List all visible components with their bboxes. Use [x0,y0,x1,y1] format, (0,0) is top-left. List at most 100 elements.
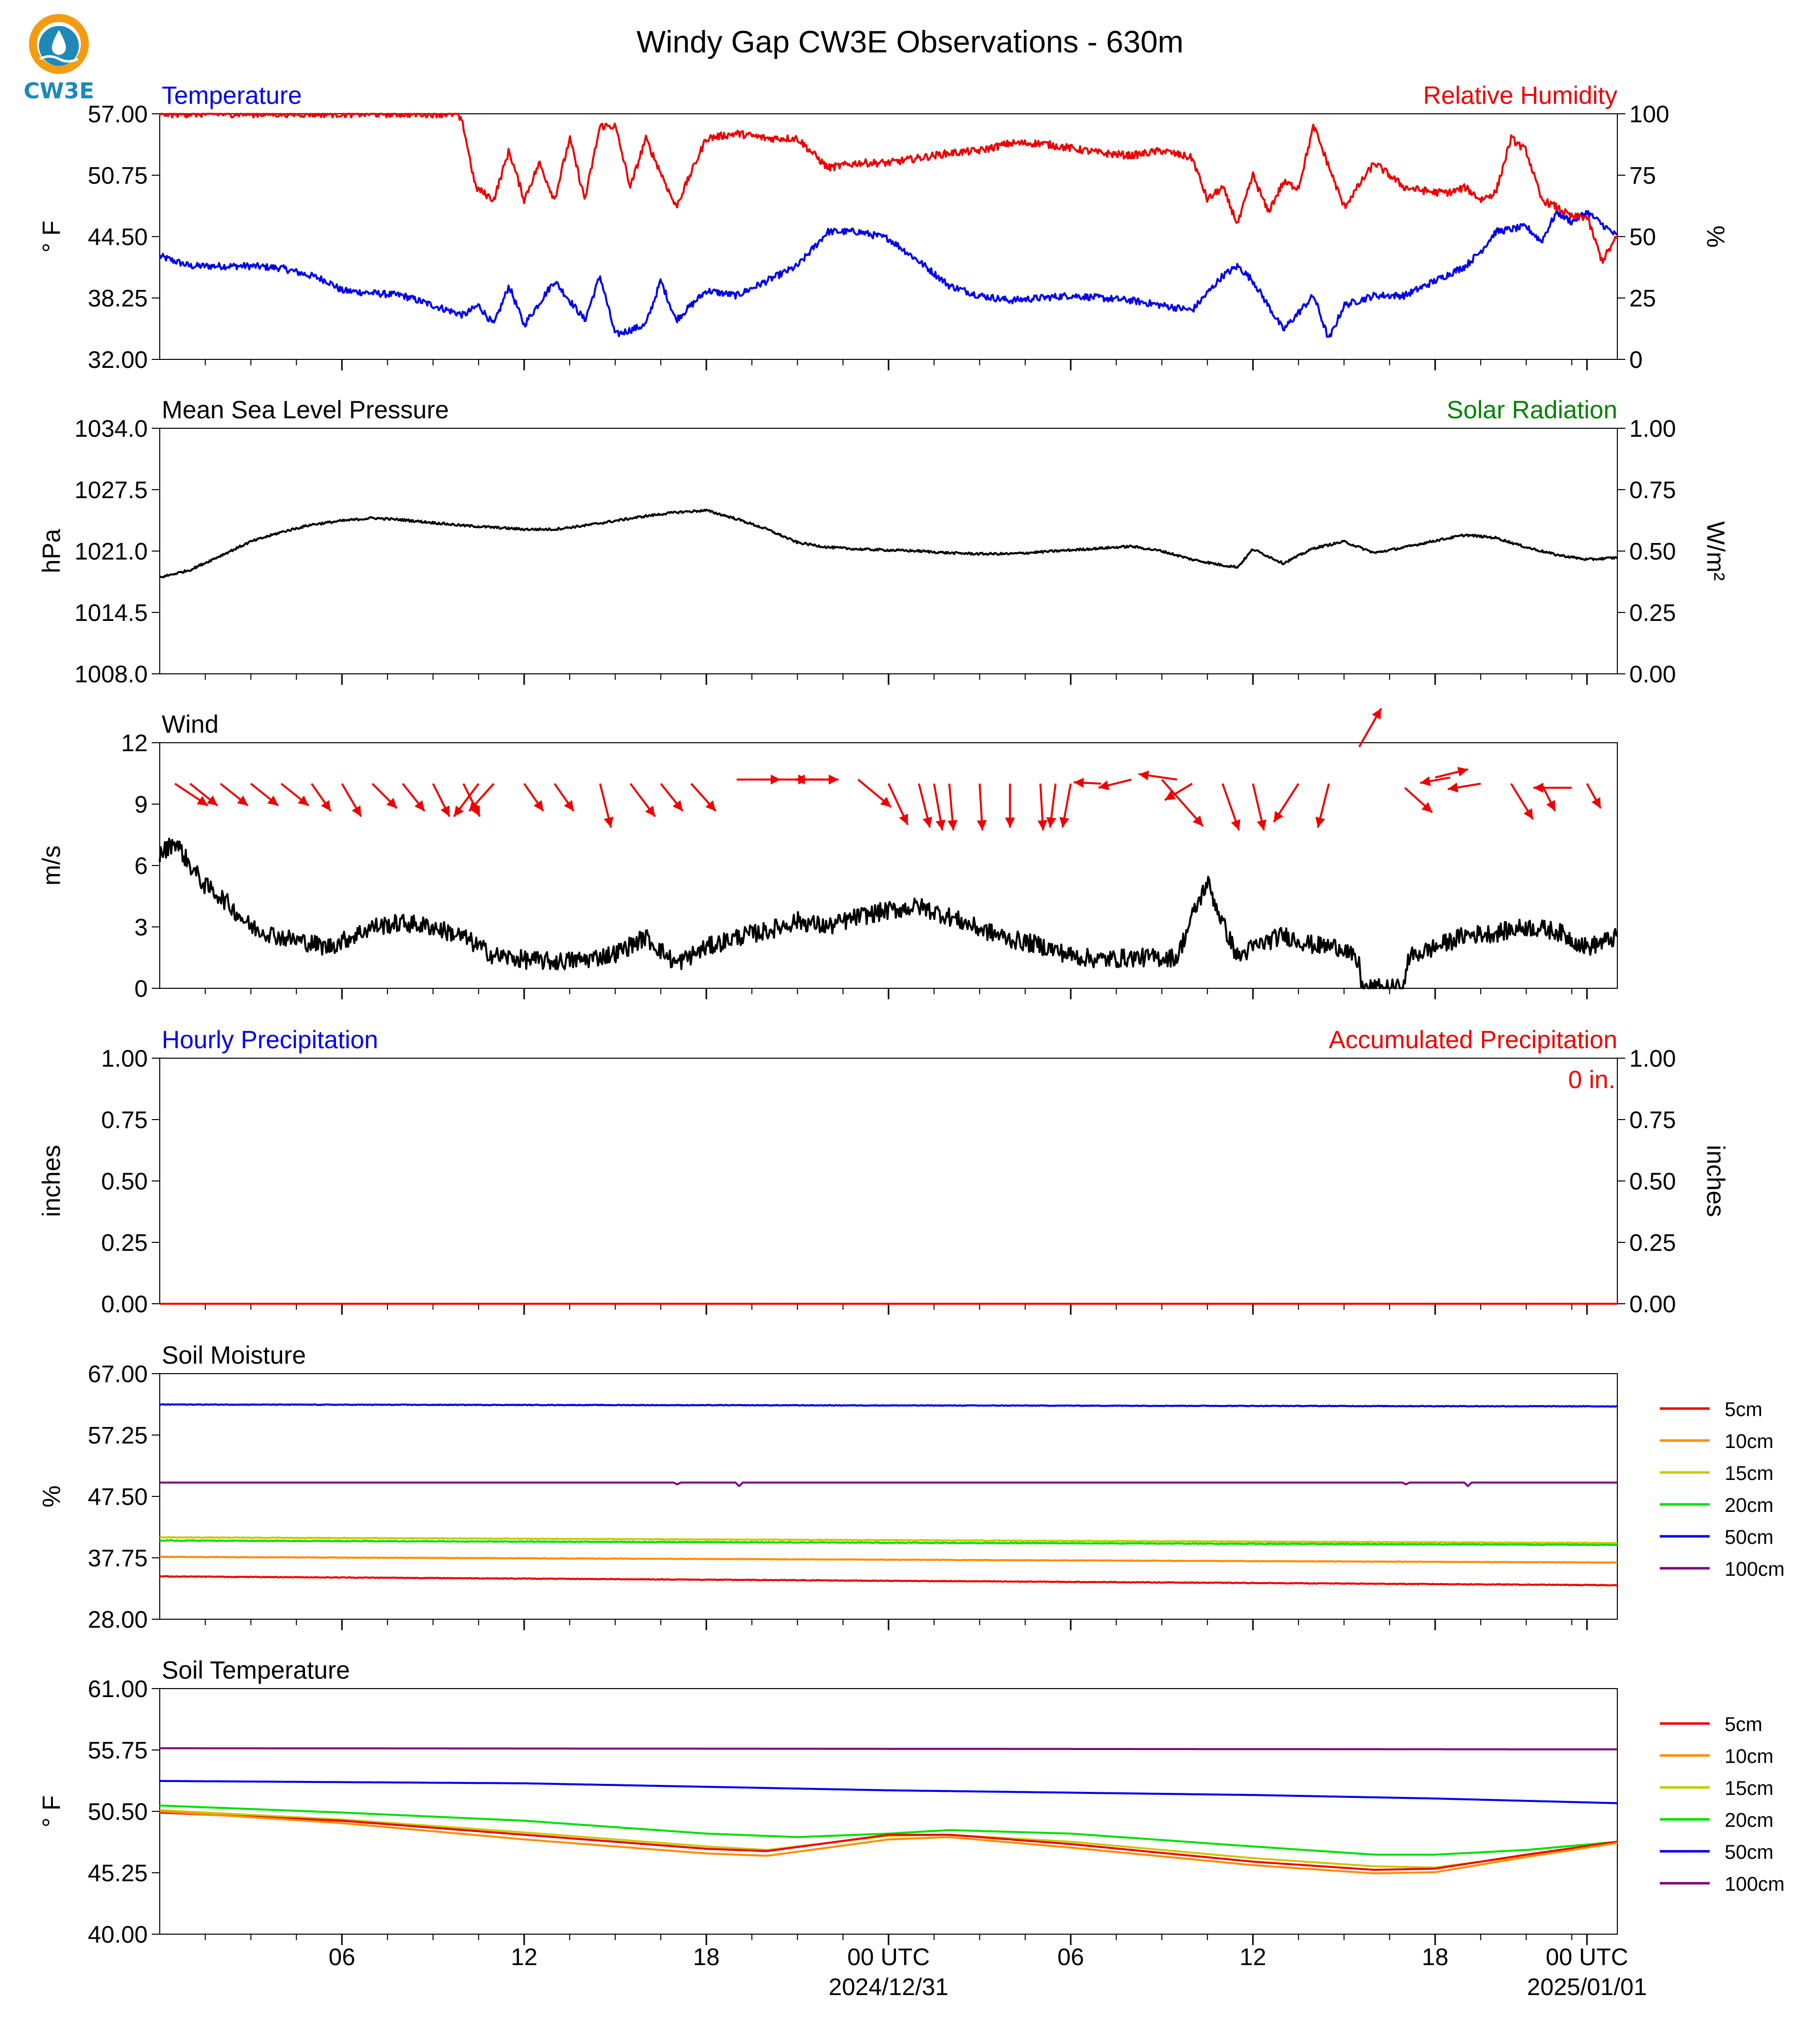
wind-arrow-head [1193,815,1203,827]
y-axis-label-right: % [1702,226,1730,248]
series-line-100cm [160,1481,1617,1487]
x-ticks [205,1304,1588,1315]
wind-arrow-head [1448,782,1459,793]
y-right-tick-label: 0.00 [1629,661,1676,688]
y-left-tick-label: 3 [134,914,148,941]
wind-arrow-head [206,795,218,806]
panel-title-left: Temperature [162,81,302,109]
series-line-relative-humidity [159,113,1618,264]
series-line-10cm [159,1810,1618,1875]
y-right-tick-label: 75 [1629,163,1656,189]
legend-label: 20cm [1725,1494,1774,1516]
legend-label: 15cm [1725,1777,1774,1799]
y-left-tick-label: 45.25 [88,1860,148,1887]
y-axis-label-left: ° F [37,221,65,253]
y-axis-label-left: inches [37,1145,65,1217]
x-tick-label: 18 [1422,1944,1448,1971]
plot-frame [159,1688,1618,1935]
panel-title-left: Soil Moisture [162,1341,306,1369]
x-tick-label: 00 UTC [1545,1944,1628,1971]
x-tick-label: 06 [1057,1944,1084,1971]
plot-frame [159,1058,1618,1304]
series-line-10cm [159,1555,1618,1564]
x-axis: 06 12 18 00 UTC 06 12 18 00 UTC 2024/12/31 2025/0… [328,1944,1647,2001]
wind-arrow-head [1073,778,1084,788]
y-left-tick-label: 1034.0 [74,416,148,442]
wind-arrow-head [1046,817,1056,828]
wind-arrow-head [1098,780,1110,791]
y-right-tick-label: 0.50 [1629,539,1676,565]
water-drop-icon [52,30,66,55]
x-date-label: 2024/12/31 [829,1974,948,2001]
accumulated-precip-annotation: 0 in. [1568,1066,1615,1094]
y-axis-label-left: % [37,1485,65,1507]
series-line-50cm [159,1403,1618,1408]
wind-arrow-head [1591,797,1601,809]
panel-precip: 1.00 0.75 0.50 0.25 0.00 1.00 0.75 0.50 0.25 0.00… [37,1026,1730,1318]
y-left-tick-label: 40.00 [88,1922,148,1948]
wind-arrow-head [469,800,480,811]
series-line-100cm [160,1747,1617,1750]
wind-arrow-head [1372,708,1381,720]
series-line-15cm [159,1536,1618,1544]
wind-arrow-head [947,820,958,831]
y-left-tick-label: 44.50 [88,224,148,251]
y-left-tick-label: 28.00 [88,1607,148,1633]
series-line-5cm [159,1811,1618,1871]
y-left-tick-label: 1008.0 [74,661,148,688]
wind-arrow-head [1315,817,1325,828]
wave-icon [39,55,79,63]
wind-arrow-head [829,774,839,785]
y-right-tick-label: 50 [1629,224,1656,251]
wind-arrow-head [237,795,248,806]
legend-label: 10cm [1725,1431,1774,1452]
wind-arrow-head [533,800,544,811]
y-left-tick-label: 50.50 [88,1799,148,1825]
wind-arrow-head [1273,811,1283,822]
wind-arrow-head [795,774,805,785]
x-tick-label: 12 [511,1944,537,1971]
legend-label: 10cm [1725,1745,1774,1767]
wind-arrow-head [564,800,574,811]
wind-arrow-head [935,820,946,831]
wind-arrow-head [705,800,716,811]
y-right-tick-label: 25 [1629,286,1656,312]
panel-temp_rh: 57.00 50.75 44.50 38.25 32.00 100 75 50 25 0 Tempe… [37,81,1730,373]
panel-pressure: 1034.0 1027.5 1021.0 1014.5 1008.0 1.00 0.75 0.… [37,396,1730,688]
series-line-mean-sea-level-pressure [159,509,1618,579]
series-line-15cm [159,1809,1618,1869]
panel-title-left: Wind [162,710,219,738]
x-tick-label: 00 UTC [847,1944,929,1971]
wind-arrow-head [1256,819,1267,831]
plot-frame [159,113,1618,360]
y-left-tick-label: 1027.5 [74,477,148,504]
x-date-label: 2025/01/01 [1527,1974,1647,2001]
legend-label: 50cm [1725,1526,1774,1548]
y-left-tick-label: 12 [121,730,148,757]
logo-ring [29,14,89,74]
wind-arrow-head [414,800,425,811]
series-line-5cm [159,1575,1618,1587]
panel-title-left: Soil Temperature [162,1656,350,1684]
y-left-tick-label: 61.00 [88,1676,148,1703]
legend-label: 20cm [1725,1809,1774,1831]
panel-wind: 12 9 6 3 0 Wind m/s [37,708,1618,1002]
y-axis-label-right: inches [1702,1145,1730,1217]
soil-moisture-legend: 5cm 10cm 15cm 20cm 50cm 100cm [1660,1399,1785,1580]
x-tick-label: 18 [693,1944,719,1971]
y-right-tick-label: 0 [1629,347,1643,373]
plot-frame [159,742,1618,989]
wind-arrow-head [1533,783,1543,793]
cw3e-logo: CW3E [23,14,94,104]
y-left-tick-label: 1021.0 [74,539,148,565]
y-right-tick-label: 0.25 [1629,1230,1676,1256]
legend-label: 50cm [1725,1841,1774,1863]
wind-arrow-head [1457,767,1468,777]
wind-arrow-head [1005,818,1015,828]
y-left-tick-label: 57.25 [88,1423,148,1449]
y-left-tick-label: 55.75 [88,1738,148,1764]
y-left-tick-label: 9 [134,792,148,818]
x-ticks [205,1934,1588,1945]
series-line-20cm [159,1539,1618,1546]
panel-soil_moisture: 67.00 57.25 47.50 37.75 28.00 Soil Moisture% [37,1341,1618,1633]
